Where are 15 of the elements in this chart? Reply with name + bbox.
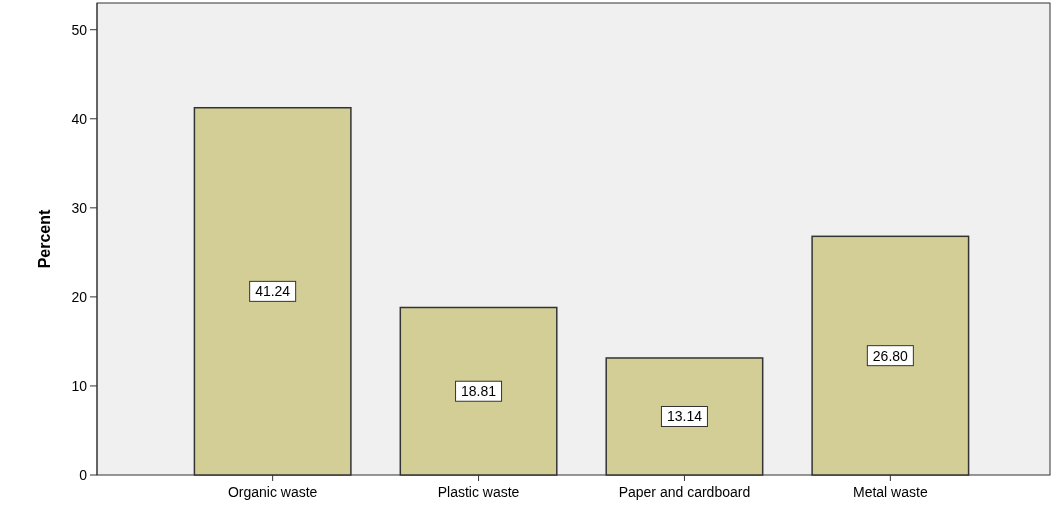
y-tick-label: 50 <box>71 21 88 38</box>
x-tick-label: Organic waste <box>227 484 318 500</box>
x-tick-label: Paper and cardboard <box>618 484 751 500</box>
y-tick-label: 30 <box>71 199 88 216</box>
y-tick-label: 0 <box>79 467 88 483</box>
data-label: 13.14 <box>666 408 703 425</box>
y-tick-label: 10 <box>71 377 88 394</box>
y-tick-label: 20 <box>71 288 88 305</box>
y-tick-label: 40 <box>71 110 88 127</box>
data-label: 41.24 <box>255 283 291 300</box>
data-label: 18.81 <box>461 383 497 400</box>
data-label: 26.80 <box>872 347 909 364</box>
y-axis-title: Percent <box>36 208 53 269</box>
x-tick-label: Plastic waste <box>437 484 520 500</box>
x-tick-label: Metal waste <box>852 484 928 500</box>
